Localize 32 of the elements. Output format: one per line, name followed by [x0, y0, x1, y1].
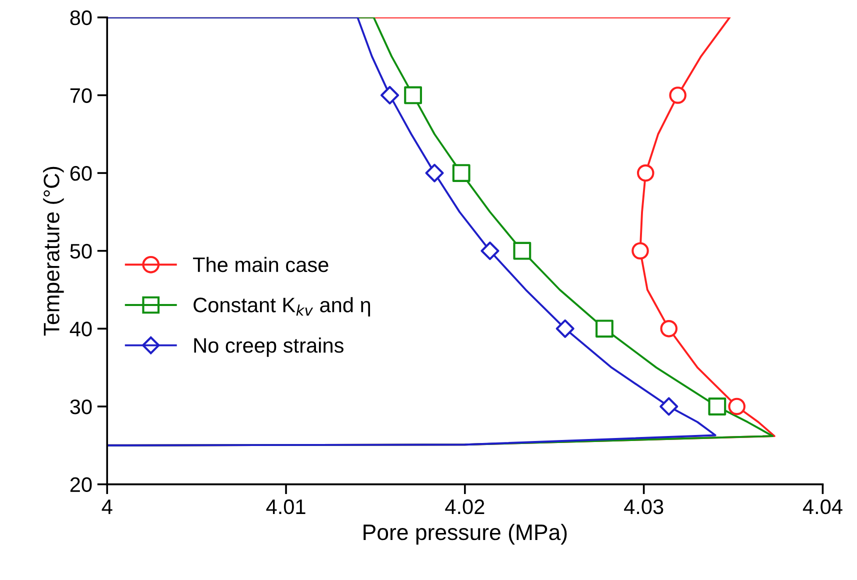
y-axis-title: Temperature (°C): [43, 166, 64, 336]
legend-label: No creep strains: [194, 338, 344, 357]
point: [660, 320, 678, 338]
point: [669, 86, 686, 104]
y-tick-label: 40: [70, 322, 92, 336]
point: [425, 164, 444, 182]
point: [636, 164, 654, 182]
point: [556, 319, 574, 338]
legend-label: Constant K$_{kv}$ and η: [194, 297, 370, 316]
x-tick-label: 4.02: [445, 499, 484, 514]
point: [660, 397, 678, 416]
x-tick-label: 4.03: [624, 499, 664, 514]
point: [480, 242, 500, 260]
legend-label: The main case: [193, 256, 328, 272]
y-tick-label: 70: [70, 88, 92, 103]
point: [380, 86, 400, 104]
point: [452, 164, 470, 182]
point: [404, 86, 422, 104]
x-axis-title: Pore pressure (MPa): [364, 524, 567, 545]
point: [596, 320, 614, 338]
point: [632, 242, 649, 260]
x-tick-label: 4: [102, 500, 112, 514]
y-tick-label: 80: [70, 10, 92, 26]
x-tick-label: 4.01: [266, 499, 306, 514]
x-tick-label: 4.04: [802, 499, 842, 514]
y-tick-label: 60: [70, 166, 92, 181]
y-tick-label: 30: [70, 399, 92, 414]
point: [708, 398, 726, 416]
y-tick-label: 50: [70, 244, 92, 259]
y-tick-label: 20: [70, 477, 92, 492]
point: [728, 398, 746, 416]
point: [513, 242, 532, 260]
